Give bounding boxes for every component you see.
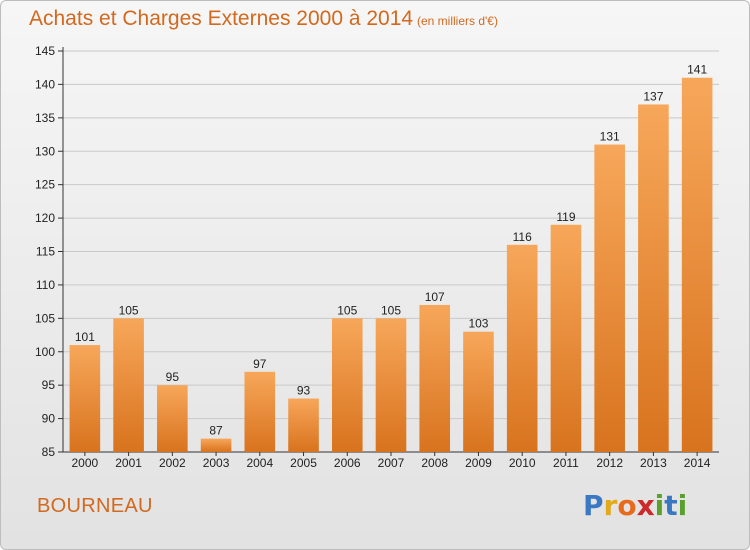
x-tick-label: 2004 (246, 456, 273, 470)
bar-2005 (288, 398, 319, 452)
y-tick-label: 110 (36, 278, 55, 292)
logo-letter: x (636, 489, 655, 522)
x-tick-label: 2002 (159, 456, 186, 470)
logo-letter: o (617, 489, 637, 522)
chart-title: Achats et Charges Externes 2000 à 2014 (29, 7, 414, 30)
town-name: BOURNEAU (37, 495, 153, 517)
bar-2014 (681, 77, 713, 452)
bar-2012 (594, 144, 625, 453)
y-tick-label: 115 (36, 245, 55, 259)
x-tick-label: 2005 (290, 456, 317, 470)
y-tick-label: 130 (35, 144, 55, 158)
value-label: 101 (75, 330, 95, 344)
y-tick-label: 90 (42, 412, 56, 426)
bar-2008 (419, 304, 451, 452)
y-tick-label: 125 (35, 178, 55, 192)
x-tick-label: 2012 (596, 456, 623, 470)
x-tick-label: 2006 (334, 456, 361, 470)
bar-2009 (463, 331, 494, 452)
value-label: 131 (600, 130, 620, 144)
value-label: 105 (337, 303, 357, 317)
value-label: 137 (643, 89, 663, 103)
proxiti-logo[interactable]: Proxiti (583, 489, 687, 522)
bar-2000 (69, 345, 101, 452)
x-tick-label: 2000 (72, 456, 99, 470)
bar-2002 (157, 385, 188, 452)
bar-2003 (200, 438, 232, 452)
x-tick-label: 2011 (553, 456, 579, 470)
x-tick-label: 2010 (509, 456, 536, 470)
bar-2001 (113, 318, 144, 452)
y-tick-label: 95 (42, 378, 56, 392)
y-tick-label: 120 (35, 211, 55, 225)
logo-letter: r (603, 489, 618, 522)
chart-subtitle: (en milliers d'€) (417, 14, 498, 28)
bar-2013 (638, 104, 669, 452)
value-label: 105 (119, 303, 139, 317)
value-label: 116 (513, 230, 532, 244)
value-label: 119 (556, 210, 575, 224)
bar-2010 (506, 244, 538, 452)
bars (69, 77, 713, 453)
x-tick-label: 2009 (465, 456, 492, 470)
logo-letter: P (583, 489, 604, 522)
value-label: 141 (687, 63, 707, 77)
x-tick-label: 2001 (115, 456, 142, 470)
y-tick-label: 145 (35, 44, 55, 58)
bar-2007 (375, 318, 407, 452)
value-label: 95 (166, 370, 180, 384)
y-tick-label: 135 (35, 111, 55, 125)
bar-2006 (331, 318, 363, 452)
value-label: 93 (297, 384, 311, 398)
logo-letter: t (664, 489, 678, 522)
bar-2004 (244, 371, 276, 452)
value-label: 103 (468, 317, 488, 331)
y-tick-label: 105 (35, 311, 55, 325)
value-label: 107 (425, 290, 445, 304)
y-tick-label: 100 (35, 345, 55, 359)
value-label: 97 (253, 357, 267, 371)
logo-letter: i (654, 489, 665, 522)
x-tick-label: 2008 (421, 456, 448, 470)
logo-letter: i (677, 489, 688, 522)
value-label: 87 (209, 424, 223, 438)
value-labels: 101 105 95 87 97 93 105 105 107 103 116 119 131 137 14… (75, 63, 708, 438)
x-tick-label: 2007 (378, 456, 405, 470)
value-label: 105 (381, 303, 401, 317)
x-tick-label: 2014 (684, 456, 711, 470)
x-tick-label: 2003 (203, 456, 230, 470)
y-tick-label: 85 (42, 445, 56, 459)
axes: 85 90 95 100 105 110 115 120 125 130 135 140 145 2000… (35, 44, 719, 470)
y-tick-label: 140 (35, 77, 55, 91)
x-tick-label: 2013 (640, 456, 667, 470)
bar-2011 (550, 224, 582, 452)
